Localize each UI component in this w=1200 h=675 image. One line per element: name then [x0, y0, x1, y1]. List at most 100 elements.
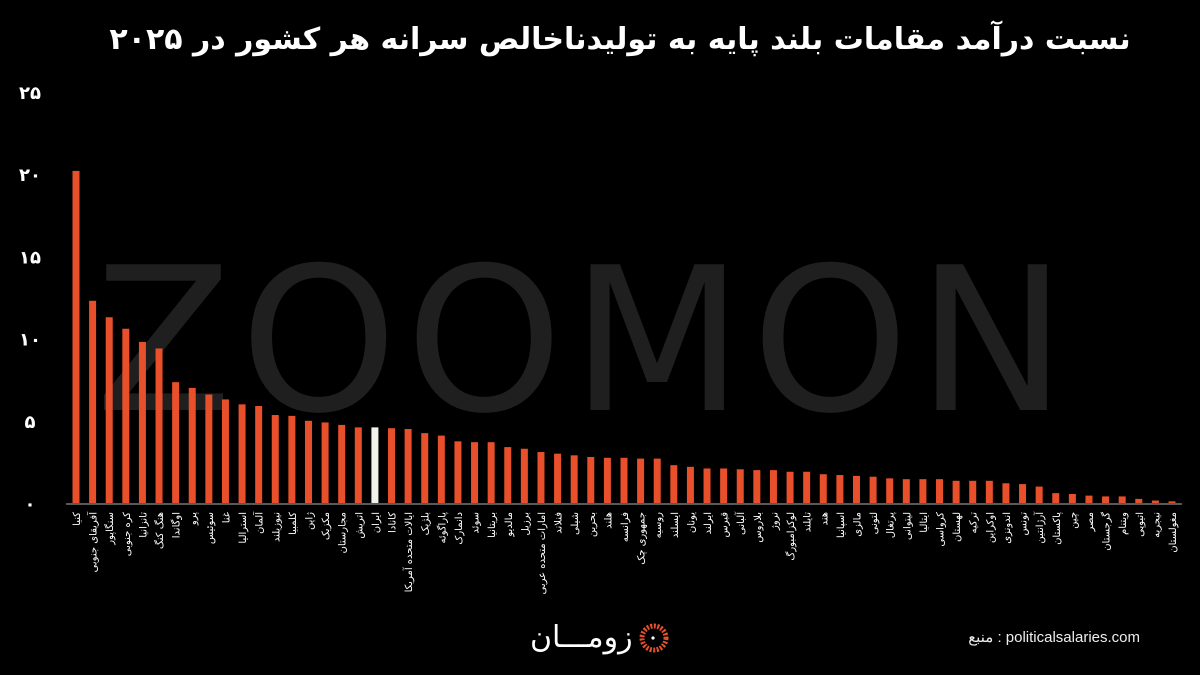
- x-tick-label: استرالیا: [238, 512, 249, 544]
- bar: [388, 428, 396, 503]
- y-tick-label: ۱۵: [19, 247, 41, 268]
- y-tick-label: ۲۰: [19, 165, 41, 186]
- x-tick-label: ایتالیا: [919, 512, 930, 533]
- bar: [1068, 493, 1076, 503]
- bar: [421, 433, 429, 503]
- x-tick-label: هنگ کنگ: [154, 512, 166, 549]
- x-tick-label: گرجستان: [1101, 512, 1113, 551]
- x-tick-label: سوئد: [471, 512, 482, 534]
- bar: [238, 404, 246, 503]
- bar: [138, 341, 146, 503]
- x-tick-label: پاراگوئه: [436, 512, 448, 544]
- x-tick-label: آلمان: [253, 511, 266, 534]
- x-tick-label: سنگاپور: [104, 512, 116, 546]
- bar: [487, 442, 495, 503]
- bar: [969, 480, 977, 503]
- bar: [786, 471, 794, 503]
- x-tick-label: آرژانتین: [1033, 511, 1046, 544]
- bar: [1102, 496, 1110, 503]
- x-tick-label: ترکیه: [969, 512, 980, 534]
- bar: [703, 468, 711, 503]
- x-tick-label: مکزیک: [321, 512, 332, 540]
- x-tick-label: آلبانی: [734, 511, 747, 535]
- bar: [205, 394, 213, 503]
- x-tick-label: کرواسی: [936, 512, 947, 547]
- bar: [1052, 493, 1060, 503]
- bar: [437, 435, 445, 503]
- x-tick-label: غنا: [221, 512, 232, 523]
- y-tick-label: ۵: [25, 412, 36, 433]
- x-tick-label: بحرین: [587, 512, 598, 537]
- bar: [504, 447, 512, 503]
- x-tick-label: نیوزیلند: [271, 512, 282, 542]
- x-tick-label: آفریقای جنوبی: [87, 511, 100, 573]
- x-tick-label: ایران: [371, 512, 382, 533]
- bar: [603, 457, 611, 503]
- bar: [570, 455, 578, 503]
- x-tick-label: تونس: [1019, 512, 1030, 536]
- x-tick-label: اوکراین: [985, 512, 996, 543]
- bar: [1151, 500, 1159, 503]
- bar: [670, 465, 678, 503]
- bar: [1035, 486, 1043, 503]
- bar: [637, 458, 645, 503]
- x-tick-label: کانادا: [388, 512, 399, 533]
- y-tick-label: ۲۵: [19, 83, 41, 104]
- bar: [338, 424, 346, 503]
- bar: [952, 480, 960, 503]
- bar: [288, 415, 296, 503]
- bar: [321, 422, 329, 503]
- bar: [736, 469, 744, 503]
- x-tick-label: ایسلند: [670, 512, 681, 538]
- bar: [753, 470, 761, 503]
- bar: [537, 452, 545, 503]
- logo: زومـــان: [530, 620, 669, 655]
- bar: [1085, 495, 1093, 503]
- x-tick-label: لیتوانی: [902, 512, 913, 540]
- bar: [404, 429, 412, 503]
- x-tick-label: یونان: [686, 512, 697, 533]
- x-tick-label: مصر: [1085, 512, 1096, 533]
- x-tick-label: تانزانیا: [138, 512, 149, 538]
- bar: [89, 300, 97, 503]
- x-tick-label: قبرس: [720, 512, 731, 538]
- bar: [471, 442, 479, 503]
- x-tick-label: مالزی: [852, 512, 863, 537]
- x-tick-label: کره جنوبی: [122, 512, 133, 556]
- bar: [653, 458, 661, 503]
- bar: [122, 328, 130, 503]
- bar: [587, 456, 595, 503]
- y-tick-label: ۱۰: [19, 330, 41, 351]
- bar: [172, 382, 180, 503]
- x-tick-label: مالدیو: [504, 512, 515, 538]
- bar: [454, 441, 462, 503]
- bar: [902, 479, 910, 503]
- x-tick-label: ژاپن: [304, 512, 315, 530]
- bar: [188, 387, 196, 503]
- bar: [919, 479, 927, 503]
- y-tick-label: ۰: [25, 494, 36, 515]
- x-tick-label: لوکزامبورگ: [784, 512, 797, 561]
- x-tick-label: مغولستان: [1168, 512, 1179, 553]
- x-tick-label: دانمارک: [454, 512, 465, 545]
- x-tick-label: بلژیک: [421, 512, 432, 535]
- x-tick-label: اوگاندا: [171, 512, 183, 538]
- bar: [836, 475, 844, 503]
- bar: [155, 348, 163, 503]
- bar: [105, 317, 113, 503]
- x-tick-label: پرتغال: [886, 512, 897, 538]
- bar: [271, 415, 279, 503]
- bar: [620, 457, 628, 503]
- bar: [819, 474, 827, 503]
- x-tick-label: امارات متحده عربی: [537, 512, 548, 594]
- bar: [869, 476, 877, 503]
- bar: [769, 470, 777, 503]
- bar: [554, 453, 562, 503]
- x-tick-label: هلند: [603, 512, 614, 529]
- x-tick-label: اندونزی: [1002, 512, 1013, 544]
- bar: [1019, 484, 1027, 503]
- bar: [936, 479, 944, 503]
- bar: [1002, 483, 1010, 503]
- bar: [803, 471, 811, 503]
- x-tick-label: شیلی: [570, 512, 581, 535]
